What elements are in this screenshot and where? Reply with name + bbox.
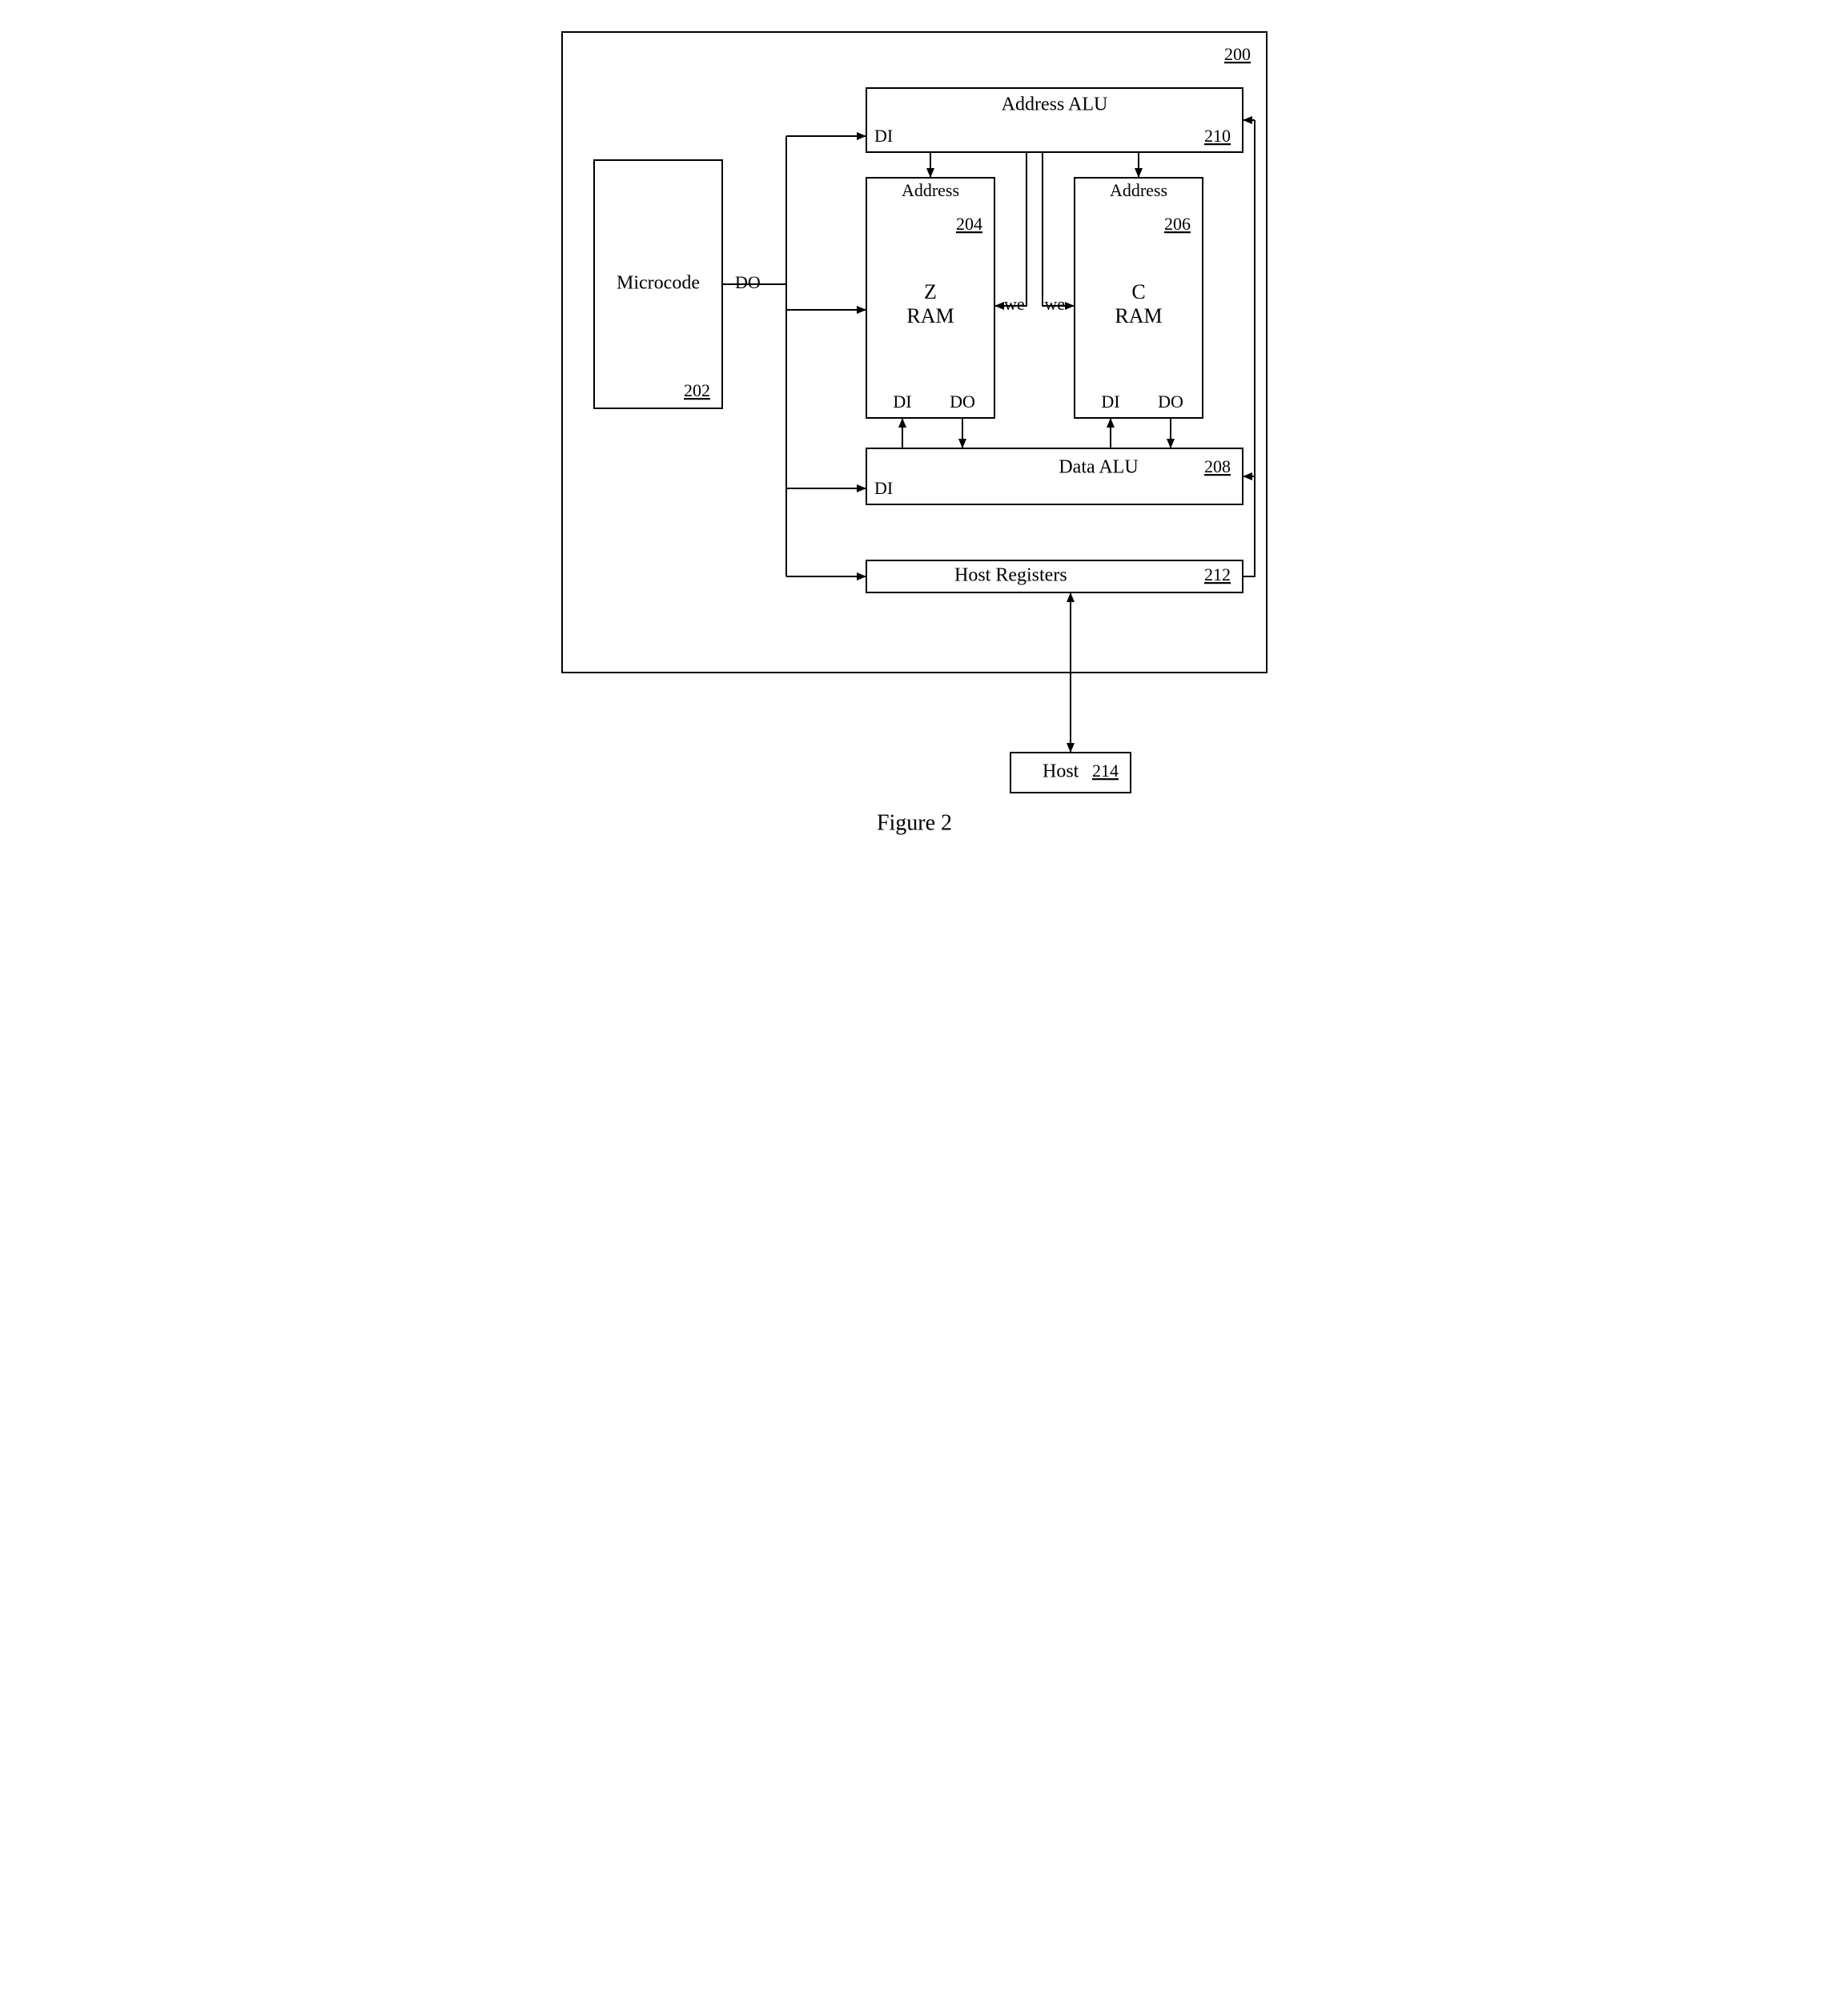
z-ram-address-port: Address (901, 180, 958, 200)
data-alu-di-port: DI (874, 478, 893, 498)
c-ram-we-port: we (1044, 294, 1065, 314)
ref-210: 210 (1204, 126, 1231, 146)
data-alu-label: Data ALU (1059, 457, 1138, 478)
ref-214: 214 (1092, 761, 1119, 781)
host-registers-label: Host Registers (954, 565, 1067, 586)
ref-204: 204 (956, 214, 982, 234)
microcode-label: Microcode (617, 273, 700, 294)
c-ram-address-port: Address (1109, 180, 1167, 200)
z-ram-label-ram: RAM (906, 304, 954, 327)
address-alu-label: Address ALU (1001, 94, 1107, 115)
figure-caption: Figure 2 (876, 810, 951, 835)
ref-202: 202 (684, 380, 710, 400)
c-ram-label-c: C (1131, 280, 1145, 303)
ref-200: 200 (1224, 44, 1251, 64)
figure-2-diagram: 200 Microcode 202 DO Address ALU 210 DI Address… (0, 0, 1828, 849)
host-label: Host (1043, 761, 1079, 782)
microcode-do-port: DO (735, 272, 761, 292)
ref-208: 208 (1204, 456, 1231, 476)
c-ram-do-port: DO (1158, 392, 1183, 412)
data-alu-block (866, 448, 1243, 504)
ref-206: 206 (1164, 214, 1191, 234)
c-ram-label-ram: RAM (1115, 304, 1162, 327)
z-ram-label-z: Z (924, 280, 937, 303)
z-ram-do-port: DO (950, 392, 975, 412)
address-alu-di-port: DI (874, 126, 893, 146)
c-ram-di-port: DI (1101, 392, 1119, 412)
z-ram-we-port: we (1004, 294, 1025, 314)
z-ram-di-port: DI (893, 392, 911, 412)
ref-212: 212 (1204, 564, 1231, 584)
